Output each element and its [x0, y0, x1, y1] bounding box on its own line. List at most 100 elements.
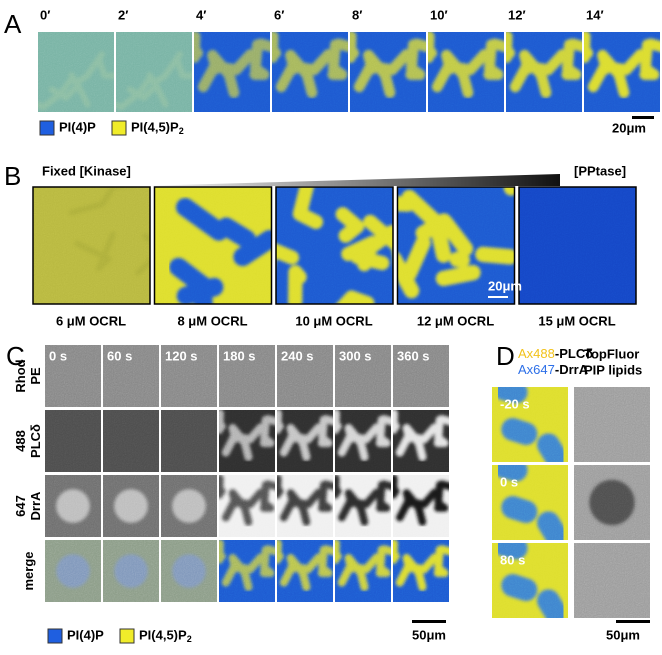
row-label-line: PLCδ [28, 424, 43, 458]
micrograph [519, 187, 636, 304]
image-noise [393, 475, 449, 537]
row-label: 488PLCδ [13, 424, 43, 458]
image-noise [277, 540, 333, 602]
micrograph [103, 475, 159, 537]
row-label-line: 488 [13, 430, 28, 452]
image-noise [506, 32, 582, 112]
condition-label: 15 μM OCRL [538, 313, 615, 328]
micrograph [387, 540, 474, 602]
legend-label: PI(4,5)P2 [131, 119, 184, 136]
image-noise [393, 410, 449, 472]
gradient-wedge [140, 174, 560, 186]
image-noise [45, 540, 101, 602]
time-label: 80 s [500, 552, 525, 567]
micrograph [33, 182, 169, 304]
image-noise [161, 475, 217, 537]
row-label-line: 647 [13, 495, 28, 517]
micrograph [387, 475, 474, 537]
legend-label: PI(4)P [59, 119, 96, 134]
time-label: 10′ [430, 7, 448, 22]
image-noise [103, 540, 159, 602]
time-label: 360 s [397, 348, 430, 363]
time-label: 60 s [107, 348, 132, 363]
time-label: 8′ [352, 7, 362, 22]
image-noise [574, 543, 650, 618]
condition-label: 10 μM OCRL [295, 313, 372, 328]
image-noise [574, 465, 650, 540]
image-noise [277, 410, 333, 472]
image-noise [161, 410, 217, 472]
legend-subscript: 2 [179, 126, 184, 136]
row-label-line: DrrA [28, 491, 43, 521]
image-noise [38, 32, 114, 112]
condition-label: 6 μM OCRL [56, 313, 126, 328]
image-noise [519, 187, 636, 304]
time-label: 4′ [196, 7, 206, 22]
scale-label: 50μm [606, 627, 640, 642]
probe-dye: Ax647 [518, 362, 555, 377]
image-noise [335, 475, 391, 537]
micrograph [576, 32, 662, 112]
legend-swatch [40, 121, 54, 135]
lipid-label: PIP lipids [584, 362, 642, 377]
panel-letter: A [4, 9, 22, 39]
scale-bar [412, 620, 446, 623]
time-label: 180 s [223, 348, 256, 363]
scale-bar [616, 620, 650, 623]
probe-label: Ax488-PLCδ [518, 346, 593, 361]
scale-label: 20μm [612, 120, 646, 135]
image-noise [584, 32, 660, 112]
image-noise [428, 32, 504, 112]
image-noise [393, 540, 449, 602]
micrograph [45, 540, 101, 602]
micrograph [45, 410, 101, 472]
micrograph [387, 410, 474, 472]
scale-bar [488, 296, 508, 298]
legend-label: PI(4,5)P2 [139, 627, 192, 644]
legend-swatch [48, 629, 62, 643]
image-noise [194, 32, 270, 112]
time-label: 0′ [40, 7, 50, 22]
micrograph [574, 387, 650, 462]
micrograph [100, 32, 203, 112]
axis-label: Fixed [Kinase] [42, 163, 131, 178]
image-noise [219, 540, 275, 602]
image-noise [276, 187, 393, 304]
figure: A0′2′4′6′8′10′12′14′PI(4)PPI(4,5)P220μmB… [0, 0, 662, 650]
row-label: 647DrrA [13, 491, 43, 521]
legend-label: PI(4)P [67, 627, 104, 642]
scale-label: 20μm [488, 278, 522, 293]
legend-swatch [112, 121, 126, 135]
micrograph [574, 465, 650, 540]
row-label: merge [21, 551, 36, 590]
row-label: RhodPE [13, 359, 43, 392]
micrograph [22, 32, 125, 112]
image-noise [45, 410, 101, 472]
image-noise [219, 475, 275, 537]
time-label: 300 s [339, 348, 372, 363]
image-noise [272, 32, 348, 112]
micrograph [161, 540, 217, 602]
image-noise [161, 540, 217, 602]
micrograph [45, 475, 101, 537]
image-noise [33, 187, 150, 304]
time-label: 14′ [586, 7, 604, 22]
micrograph [161, 410, 217, 472]
condition-label: 12 μM OCRL [417, 313, 494, 328]
lipid-label: TopFluor [584, 346, 639, 361]
legend-swatch [120, 629, 134, 643]
row-label-line: Rhod [13, 359, 28, 392]
micrograph [574, 543, 650, 618]
micrograph [267, 181, 402, 330]
time-label: 240 s [281, 348, 314, 363]
legend-subscript: 2 [187, 634, 192, 644]
condition-label: 8 μM OCRL [177, 313, 247, 328]
time-label: 12′ [508, 7, 526, 22]
micrograph [161, 475, 217, 537]
row-label-line: PE [28, 367, 43, 385]
row-label-line: merge [21, 551, 36, 590]
micrograph [103, 540, 159, 602]
probe-dye: Ax488 [518, 346, 555, 361]
image-noise [155, 187, 272, 304]
image-noise [350, 32, 426, 112]
